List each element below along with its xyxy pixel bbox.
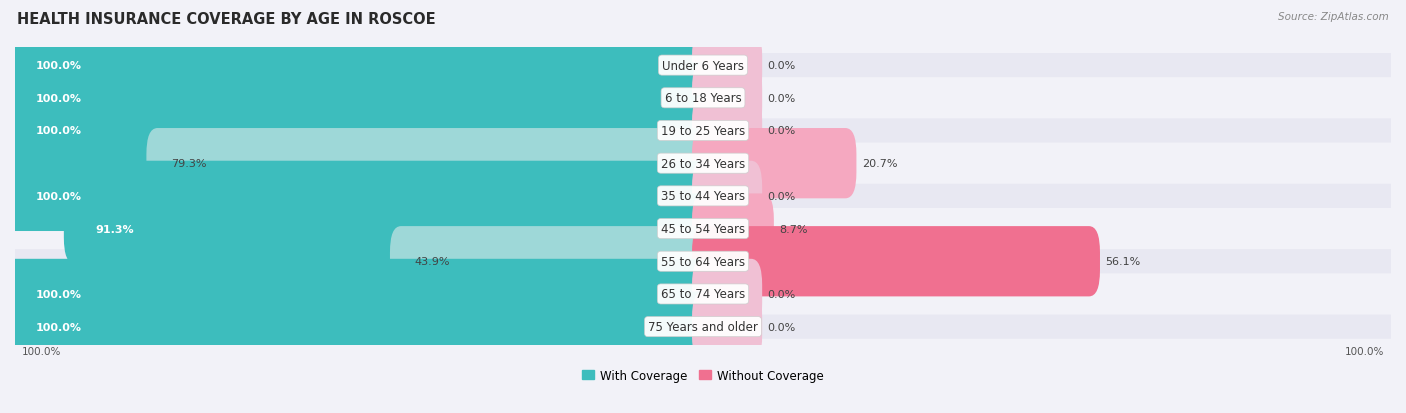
Text: 100.0%: 100.0% (35, 94, 82, 104)
Text: 100.0%: 100.0% (35, 289, 82, 299)
Text: 0.0%: 0.0% (768, 126, 796, 136)
Text: 0.0%: 0.0% (768, 61, 796, 71)
FancyBboxPatch shape (4, 259, 714, 329)
Text: 19 to 25 Years: 19 to 25 Years (661, 125, 745, 138)
FancyBboxPatch shape (692, 129, 856, 199)
FancyBboxPatch shape (4, 292, 714, 362)
FancyBboxPatch shape (4, 31, 714, 101)
Text: 100.0%: 100.0% (35, 126, 82, 136)
Text: 0.0%: 0.0% (768, 289, 796, 299)
Text: 79.3%: 79.3% (172, 159, 207, 169)
FancyBboxPatch shape (15, 249, 1391, 274)
Text: HEALTH INSURANCE COVERAGE BY AGE IN ROSCOE: HEALTH INSURANCE COVERAGE BY AGE IN ROSC… (17, 12, 436, 27)
FancyBboxPatch shape (692, 194, 773, 264)
Text: 100.0%: 100.0% (35, 191, 82, 202)
FancyBboxPatch shape (692, 227, 1099, 297)
Text: 6 to 18 Years: 6 to 18 Years (665, 92, 741, 105)
FancyBboxPatch shape (4, 96, 714, 166)
FancyBboxPatch shape (15, 86, 1391, 111)
Text: 75 Years and older: 75 Years and older (648, 320, 758, 333)
FancyBboxPatch shape (692, 64, 762, 134)
FancyBboxPatch shape (15, 54, 1391, 78)
Text: 100.0%: 100.0% (35, 61, 82, 71)
Text: 56.1%: 56.1% (1105, 256, 1140, 267)
Text: 100.0%: 100.0% (22, 346, 62, 356)
Text: 35 to 44 Years: 35 to 44 Years (661, 190, 745, 203)
FancyBboxPatch shape (15, 152, 1391, 176)
Text: 65 to 74 Years: 65 to 74 Years (661, 288, 745, 301)
Text: 8.7%: 8.7% (779, 224, 808, 234)
FancyBboxPatch shape (146, 129, 714, 199)
Text: 0.0%: 0.0% (768, 322, 796, 332)
FancyBboxPatch shape (15, 315, 1391, 339)
Legend: With Coverage, Without Coverage: With Coverage, Without Coverage (578, 364, 828, 387)
FancyBboxPatch shape (692, 292, 762, 362)
Text: 100.0%: 100.0% (1344, 346, 1384, 356)
Text: 43.9%: 43.9% (415, 256, 450, 267)
FancyBboxPatch shape (15, 119, 1391, 143)
Text: 0.0%: 0.0% (768, 191, 796, 202)
Text: 91.3%: 91.3% (96, 224, 134, 234)
FancyBboxPatch shape (15, 217, 1391, 241)
FancyBboxPatch shape (4, 161, 714, 231)
FancyBboxPatch shape (389, 227, 714, 297)
Text: 45 to 54 Years: 45 to 54 Years (661, 223, 745, 235)
Text: Source: ZipAtlas.com: Source: ZipAtlas.com (1278, 12, 1389, 22)
Text: 100.0%: 100.0% (35, 322, 82, 332)
FancyBboxPatch shape (63, 194, 714, 264)
FancyBboxPatch shape (692, 161, 762, 231)
Text: 55 to 64 Years: 55 to 64 Years (661, 255, 745, 268)
FancyBboxPatch shape (15, 282, 1391, 306)
FancyBboxPatch shape (692, 31, 762, 101)
FancyBboxPatch shape (692, 96, 762, 166)
FancyBboxPatch shape (4, 64, 714, 134)
Text: 20.7%: 20.7% (862, 159, 897, 169)
Text: Under 6 Years: Under 6 Years (662, 59, 744, 72)
Text: 26 to 34 Years: 26 to 34 Years (661, 157, 745, 170)
FancyBboxPatch shape (15, 184, 1391, 209)
Text: 0.0%: 0.0% (768, 94, 796, 104)
FancyBboxPatch shape (692, 259, 762, 329)
